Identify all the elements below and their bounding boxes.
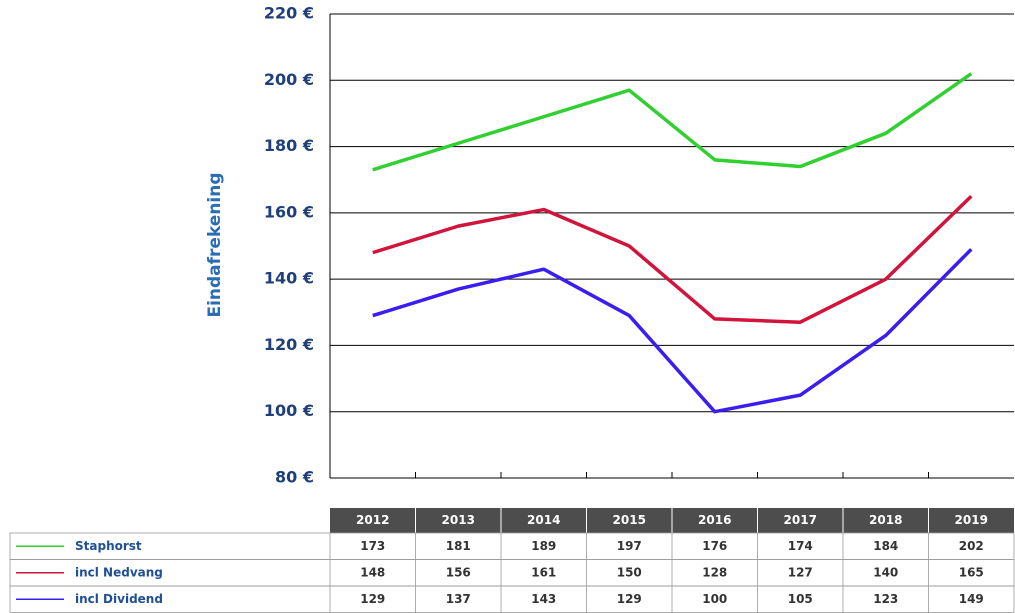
table-cell: 105 [788,592,813,606]
table-cell: 165 [959,565,984,579]
table-cell: 173 [360,539,385,553]
table-cell: 174 [788,539,813,553]
y-tick-label: 180 € [264,136,314,155]
y-tick-label: 200 € [264,70,314,89]
table-cell: 149 [959,592,984,606]
table-header-cell: 2014 [527,513,560,527]
y-tick-label: 220 € [264,4,314,23]
legend-label: incl Dividend [75,592,163,606]
table-row [9,532,1015,560]
table-cell: 128 [702,565,727,579]
table-cell: 150 [617,565,642,579]
table-header-cell: 2017 [784,513,817,527]
y-tick-label: 140 € [264,269,314,288]
table-cell: 202 [959,539,984,553]
series-line [372,72,973,172]
table-header-cell: 2018 [869,513,902,527]
y-tick-label: 100 € [264,401,314,420]
table-header-cell: 2013 [442,513,475,527]
table-cell: 189 [531,539,556,553]
y-axis-label: Eindafrekening [205,172,225,317]
table-cell: 161 [531,565,556,579]
y-tick-label: 80 € [275,468,314,487]
table-cell: 143 [531,592,556,606]
table-cell: 127 [788,565,813,579]
table-header-cell: 2012 [356,513,389,527]
table-cell: 197 [617,539,642,553]
y-tick-label: 160 € [264,202,314,221]
legend-label: incl Nedvang [75,565,163,579]
table-cell: 148 [360,565,385,579]
series-line [372,248,973,414]
legend-label: Staphorst [75,539,142,553]
series-line [372,195,973,324]
table-cell: 129 [617,592,642,606]
table-cell: 137 [446,592,471,606]
table-header-cell: 2016 [698,513,731,527]
table-header-cell: 2019 [955,513,988,527]
table-cell: 100 [702,592,727,606]
table-cell: 140 [873,565,898,579]
table-cell: 156 [446,565,471,579]
table-cell: 123 [873,592,898,606]
table-cell: 181 [446,539,471,553]
table-cell: 129 [360,592,385,606]
y-tick-label: 120 € [264,335,314,354]
table-cell: 184 [873,539,898,553]
table-cell: 176 [702,539,727,553]
table-header-cell: 2015 [613,513,646,527]
